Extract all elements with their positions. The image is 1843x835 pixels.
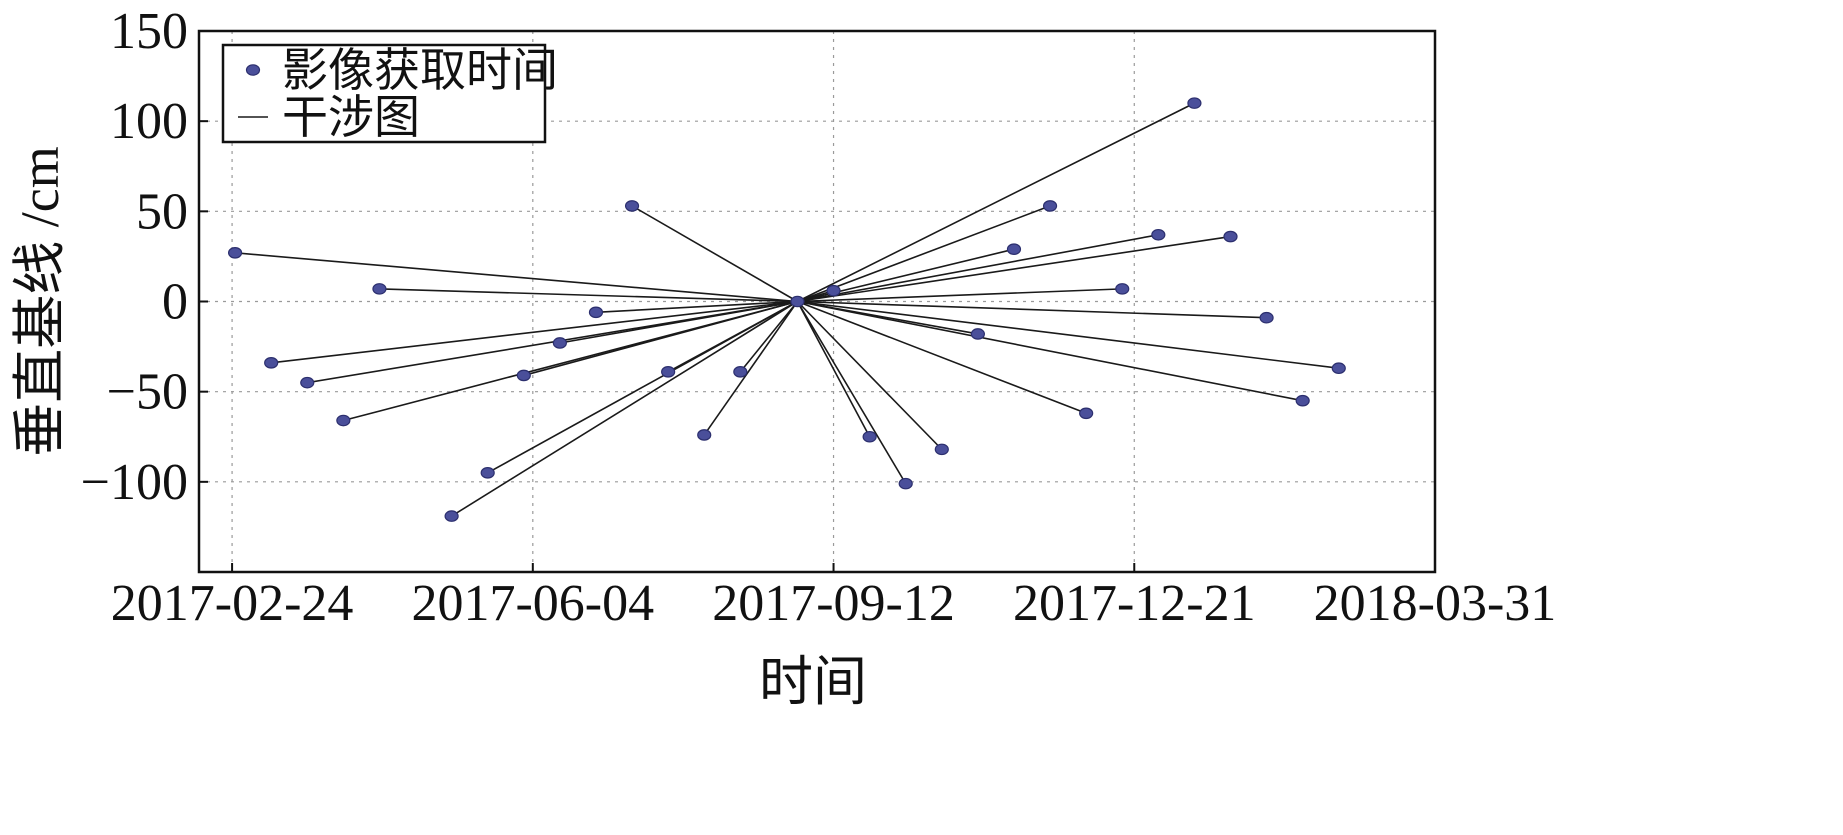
acquisition-point	[898, 477, 913, 490]
y-axis-title: 垂直基线 /cm	[10, 146, 70, 456]
x-tick-label: 2017-09-12	[712, 575, 955, 632]
acquisition-point	[444, 510, 459, 522]
interferogram-line	[797, 300, 1339, 370]
legend-point-marker-icon	[245, 64, 261, 76]
interferogram-line	[595, 300, 798, 314]
acquisition-point	[1042, 200, 1058, 212]
acquisition-point	[970, 328, 985, 340]
y-tick-label: −50	[107, 364, 188, 421]
interferogram-lines	[235, 102, 1339, 517]
x-tick-label: 2017-06-04	[411, 575, 654, 632]
legend: 影像获取时间 干涉图	[221, 43, 558, 144]
interferogram-line	[796, 301, 871, 438]
acquisition-point	[1006, 243, 1022, 256]
acquisition-point	[1259, 311, 1274, 324]
acquisition-point	[336, 414, 351, 427]
interferogram-line	[703, 301, 799, 436]
interferogram-line	[797, 205, 1051, 303]
legend-entry-interferogram: 干涉图	[282, 92, 420, 143]
interferogram-line	[797, 300, 1087, 415]
interferogram-line	[739, 300, 799, 373]
acquisition-point	[790, 295, 805, 308]
acquisition-point	[1223, 230, 1238, 243]
acquisition-point	[264, 357, 279, 369]
acquisition-point	[588, 306, 604, 319]
acquisition-point	[227, 247, 243, 259]
acquisition-point	[1295, 394, 1310, 407]
legend-box	[221, 43, 547, 144]
acquisition-point	[1115, 283, 1130, 295]
interferogram-line	[235, 252, 798, 303]
interferogram-line	[451, 300, 798, 517]
acquisition-point	[300, 376, 315, 389]
acquisition-point	[552, 337, 567, 349]
y-tick-labels: 150 100 50 0 −50 −100	[81, 3, 208, 511]
interferogram-line	[797, 102, 1195, 303]
interferogram-line	[796, 300, 943, 450]
interferogram-line	[667, 300, 798, 373]
acquisition-point	[934, 443, 949, 456]
legend-entry-acquisition: 影像获取时间	[282, 45, 558, 96]
acquisition-point	[1151, 228, 1166, 241]
acquisition-point	[480, 467, 495, 479]
acquisition-point	[1331, 362, 1346, 375]
interferogram-line	[379, 288, 798, 303]
interferogram-line	[797, 300, 1267, 319]
acquisition-point	[733, 366, 748, 378]
interferogram-line	[631, 205, 798, 303]
y-tick-label: 0	[162, 274, 188, 331]
acquisition-point	[1187, 97, 1202, 109]
x-tick-label: 2017-12-21	[1013, 575, 1256, 632]
interferogram-line	[797, 233, 1159, 303]
acquisition-point	[862, 430, 877, 443]
interferogram-line	[523, 300, 798, 377]
x-tick-label: 2017-02-24	[111, 575, 354, 632]
interferogram-line	[797, 235, 1231, 303]
acquisition-point	[697, 429, 712, 441]
interferogram-line	[797, 288, 1123, 303]
x-tick-label: 2018-03-31	[1314, 575, 1557, 632]
interferogram-line	[796, 301, 907, 485]
acquisition-point	[372, 283, 387, 295]
y-tick-label: 150	[110, 3, 188, 60]
interferogram-line	[271, 300, 798, 364]
x-axis-title: 时间	[759, 652, 867, 712]
y-tick-label: 100	[110, 93, 188, 150]
interferogram-line	[797, 300, 1303, 402]
acquisition-point	[826, 284, 841, 297]
acquisition-point	[661, 366, 676, 378]
y-tick-label: −100	[81, 454, 188, 511]
acquisition-point	[516, 369, 531, 382]
interferogram-line	[559, 300, 798, 344]
acquisition-point	[624, 200, 640, 212]
acquisition-points	[227, 97, 1346, 522]
y-tick-label: 50	[136, 183, 188, 240]
acquisition-point	[1079, 407, 1094, 420]
x-tick-labels: 2017-02-24 2017-06-04 2017-09-12 2017-12-21…	[111, 563, 1557, 632]
